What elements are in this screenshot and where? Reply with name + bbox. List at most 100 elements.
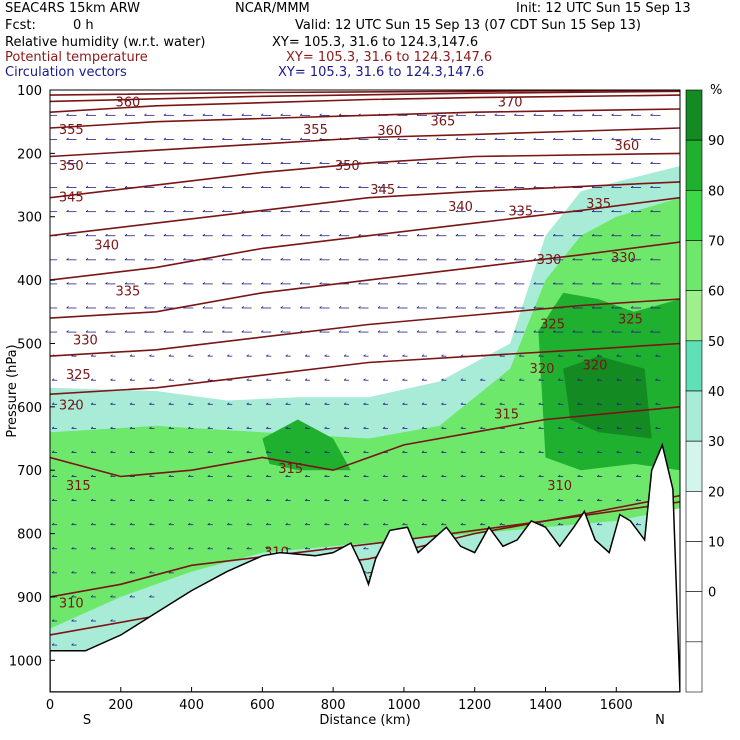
colorbar-label: 30 — [708, 435, 725, 450]
vector-arrow-head — [557, 522, 561, 526]
x-tick-label: 800 — [321, 698, 346, 713]
y-tick-label: 100 — [17, 84, 42, 99]
vector-arrow-head — [202, 161, 206, 164]
x-axis-label: Distance (km) — [319, 713, 410, 728]
vector-arrow-head — [596, 498, 600, 501]
vector-arrow-head — [227, 450, 230, 453]
vector-arrow-head — [129, 522, 133, 526]
vector-arrow-head — [494, 306, 498, 309]
rh-band-wet — [50, 197, 680, 629]
vector-arrow-head — [227, 474, 230, 477]
vector-arrow-head — [650, 233, 653, 237]
contour-label: 315 — [494, 407, 519, 422]
vector-arrow-head — [514, 258, 517, 261]
x-tick-label: 1000 — [387, 698, 420, 713]
vector-arrow-head — [47, 234, 49, 236]
vector-arrow-head — [71, 498, 74, 501]
vector-arrow-head — [183, 258, 186, 261]
vector-arrow-head — [163, 185, 167, 188]
vector-arrow-head — [436, 209, 439, 212]
vector-arrow-head — [71, 402, 74, 405]
vector-arrow-head — [499, 498, 503, 501]
valid-time: Valid: 12 UTC Sun 15 Sep 13 (07 CDT Sun … — [295, 18, 641, 33]
vector-arrow-head — [650, 282, 653, 285]
vector-arrow-head — [514, 282, 517, 285]
vector-arrow-head — [241, 161, 244, 164]
vector-arrow-head — [129, 378, 133, 381]
vector-arrow-head — [343, 378, 347, 381]
vector-arrow-head — [51, 498, 55, 501]
vector-arrow-head — [416, 209, 420, 212]
vector-arrow-head — [538, 426, 541, 429]
vector-arrow-head — [285, 354, 288, 357]
vector-arrow-head — [480, 426, 483, 429]
vector-arrow-head — [616, 474, 619, 477]
endpoint-label-left: S — [83, 713, 91, 728]
vector-arrow-head — [207, 354, 211, 357]
vector-arrow-head — [611, 306, 614, 309]
endpoint-label-right: N — [655, 713, 665, 728]
vector-arrow-head — [188, 546, 191, 550]
vector-arrow-head — [436, 185, 439, 188]
vector-arrow-head — [591, 330, 595, 333]
vector-arrow-head — [105, 161, 108, 164]
vector-arrow-head — [227, 546, 230, 550]
rh-core-saturated — [563, 356, 652, 439]
contour-label: 325 — [618, 312, 643, 327]
vector-arrow-head — [363, 402, 366, 405]
vector-arrow-head — [480, 450, 483, 453]
vector-arrow-head — [519, 426, 522, 429]
vector-arrow-head — [222, 282, 225, 285]
vector-arrow-head — [635, 498, 639, 501]
vector-arrow-head — [304, 378, 308, 381]
vector-arrow-head — [596, 378, 600, 381]
vector-arrow-head — [577, 378, 580, 381]
vector-arrow-head — [650, 258, 653, 261]
vector-arrow-head — [71, 474, 74, 477]
vector-arrow-head — [85, 113, 89, 116]
vector-arrow-head — [397, 185, 400, 188]
vector-arrow-head — [183, 161, 186, 164]
vector-arrow-head — [304, 474, 308, 477]
vector-arrow-head — [363, 426, 366, 429]
vector-arrow-head — [110, 571, 113, 574]
vector-arrow-head — [635, 474, 639, 477]
vector-arrow-head — [397, 306, 400, 309]
vector-arrow-head — [110, 378, 113, 381]
vector-arrow-head — [616, 402, 619, 405]
vector-arrow-head — [436, 306, 439, 309]
vector-arrow-head — [299, 282, 303, 285]
vector-arrow-head — [265, 546, 269, 550]
vector-arrow-head — [591, 233, 595, 237]
y-axis-label: Pressure (hPa) — [5, 344, 20, 437]
vector-arrow-head — [455, 161, 459, 164]
vector-arrow-head — [557, 474, 561, 477]
vector-arrow-head — [655, 378, 658, 381]
vector-arrow-head — [207, 522, 211, 526]
vector-arrow-head — [377, 330, 381, 333]
colorbar-swatch — [685, 541, 703, 592]
vector-arrow-head — [90, 378, 94, 381]
vector-arrow-head — [538, 450, 541, 453]
vector-arrow-head — [207, 474, 211, 477]
vector-arrow-head — [319, 137, 322, 140]
vector-arrow-head — [494, 330, 498, 333]
vector-arrow-head — [207, 498, 211, 501]
init-time: Init: 12 UTC Sun 15 Sep 13 — [516, 1, 691, 16]
contour-label: 325 — [540, 317, 565, 332]
vector-arrow-head — [596, 402, 600, 405]
vector-arrow-head — [163, 330, 167, 333]
vector-arrow-head — [110, 450, 113, 453]
vector-arrow-head — [611, 185, 614, 188]
vector-arrow-head — [480, 474, 483, 477]
vector-arrow-head — [630, 161, 634, 164]
vector-arrow-head — [475, 185, 478, 188]
vector-arrow-head — [363, 522, 366, 526]
vector-arrow-head — [105, 258, 108, 261]
vector-arrow-head — [105, 306, 108, 309]
vector-arrow-head — [149, 522, 152, 526]
vector-arrow-head — [596, 474, 600, 477]
vector-arrow-head — [124, 233, 128, 237]
vector-arrow-head — [363, 546, 366, 550]
vector-arrow-head — [246, 546, 249, 550]
